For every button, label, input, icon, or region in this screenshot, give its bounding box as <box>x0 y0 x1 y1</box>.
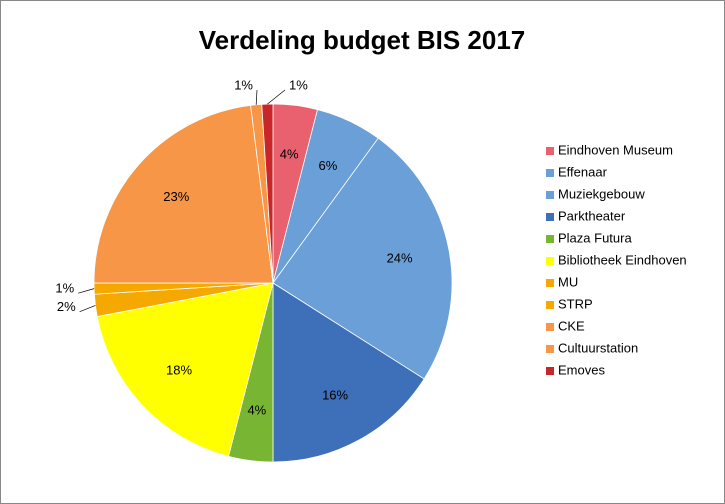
legend-swatch <box>546 213 554 221</box>
data-label: 4% <box>247 402 266 417</box>
data-label: 24% <box>387 250 413 265</box>
pie-slice <box>96 282 274 457</box>
data-label: 6% <box>318 158 337 173</box>
leader-line <box>79 305 96 313</box>
legend-swatch <box>546 367 554 375</box>
legend-label: Bibliotheek Eindhoven <box>558 252 687 267</box>
pie-slice <box>272 282 425 463</box>
data-label: 4% <box>280 147 299 162</box>
legend-swatch <box>546 147 554 155</box>
data-label: 18% <box>166 363 192 378</box>
chart-title: Verdeling budget BIS 2017 <box>199 25 526 55</box>
legend-label: Cultuurstation <box>558 340 638 355</box>
data-label: 16% <box>322 387 348 402</box>
legend-swatch <box>546 279 554 287</box>
legend-label: STRP <box>558 296 593 311</box>
pie-slice <box>272 137 453 380</box>
data-label: 1% <box>55 281 74 296</box>
legend-label: CKE <box>558 318 585 333</box>
leader-line <box>267 89 286 105</box>
data-label: 1% <box>234 77 253 92</box>
data-label: 2% <box>57 299 76 314</box>
legend-swatch <box>546 169 554 177</box>
legend-label: MU <box>558 274 578 289</box>
legend-swatch <box>546 345 554 353</box>
legend-label: Parktheater <box>558 208 626 223</box>
leader-line <box>78 288 95 294</box>
data-label: 23% <box>163 189 189 204</box>
legend-swatch <box>546 191 554 199</box>
legend-label: Emoves <box>558 362 605 377</box>
data-label: 1% <box>289 77 308 92</box>
leader-line <box>255 89 258 105</box>
legend-label: Effenaar <box>558 164 608 179</box>
legend-swatch <box>546 301 554 309</box>
legend-label: Muziekgebouw <box>558 186 645 201</box>
pie-slice <box>93 104 274 284</box>
legend-swatch <box>546 235 554 243</box>
legend-swatch <box>546 323 554 331</box>
legend-swatch <box>546 257 554 265</box>
pie-slice <box>261 103 274 284</box>
legend-label: Plaza Futura <box>558 230 632 245</box>
legend-label: Eindhoven Museum <box>558 142 673 157</box>
